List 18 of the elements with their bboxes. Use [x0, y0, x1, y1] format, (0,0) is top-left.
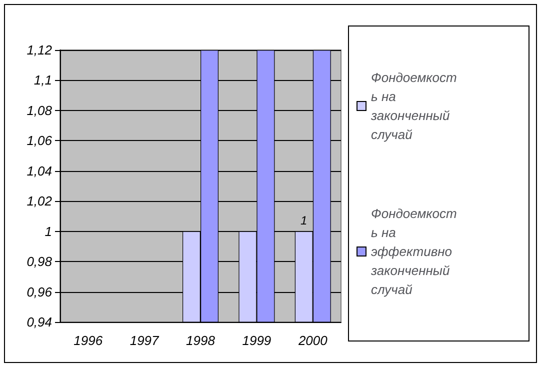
x-tick-label: 2000	[297, 333, 328, 348]
y-tick-label: 1,08	[26, 102, 53, 118]
annotation: 1	[300, 213, 308, 228]
legend-label: Фондоемкость на законченный случай	[370, 70, 457, 142]
x-tick-label: 1996	[74, 333, 104, 348]
x-tick-label: 1999	[242, 333, 272, 348]
y-tick-label: 1,06	[26, 133, 53, 148]
y-tick-label: 1,02	[26, 194, 53, 209]
y-tick-label: 1,1	[34, 72, 52, 88]
y-tick-label: 0,98	[26, 254, 53, 270]
x-tick-label: 1997	[130, 333, 160, 348]
y-tick-label: 1,04	[26, 163, 52, 178]
y-tick-label: 1	[44, 224, 52, 239]
x-tick-label: 1998	[186, 333, 216, 348]
y-tick-label: 0,94	[26, 314, 52, 330]
legend-label: Фондоемкость на эффективно законченныйслучай	[370, 206, 457, 297]
y-tick-label: 0,96	[26, 284, 53, 300]
y-tick-label: 1,12	[26, 42, 53, 58]
